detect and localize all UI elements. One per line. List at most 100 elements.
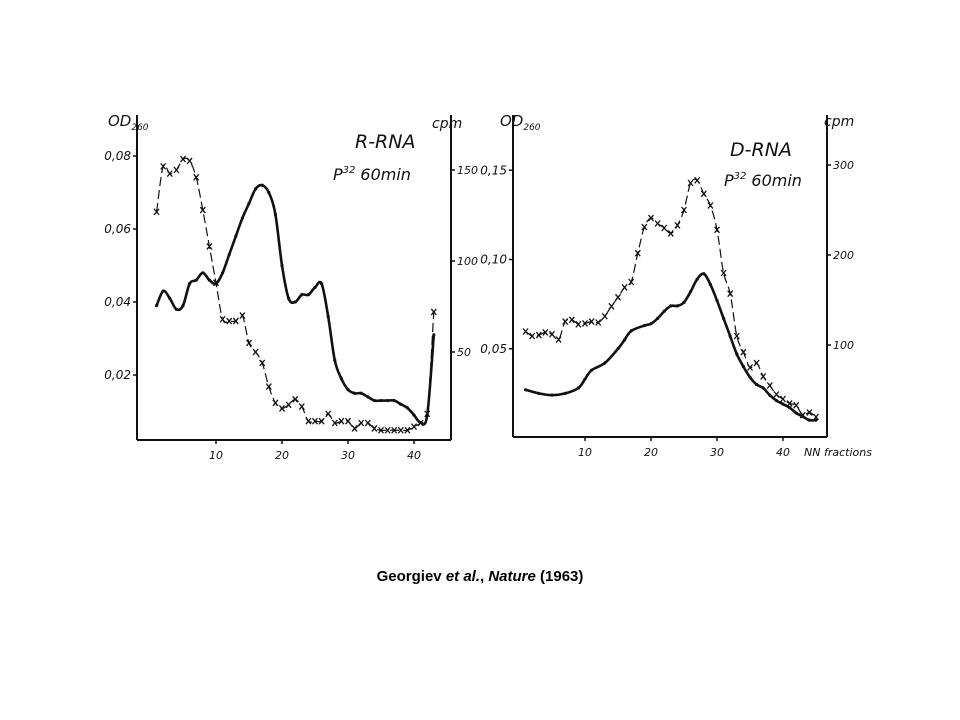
chart-title: D-RNA (730, 139, 792, 161)
chart-panel-r-rna: 10 20 30 40 0,02 0,04 0,06 0,08 50 100 150 OD260 cpm… (104, 112, 478, 462)
x-marker-stroke (417, 419, 424, 427)
cpm-data-point-x-marker (411, 423, 417, 431)
cpm-data-point-x-marker (588, 318, 595, 326)
x-marker-stroke (391, 426, 398, 434)
x-marker-stroke (318, 417, 325, 425)
x-marker-stroke (700, 190, 707, 198)
chart-subtitle-superscript: 32 (734, 171, 747, 182)
cpm-data-point-x-marker (279, 405, 285, 412)
od-data-point (194, 278, 198, 282)
x-marker-stroke (535, 331, 542, 339)
chart-subtitle: P32 60min (724, 171, 802, 190)
x-marker-stroke (265, 383, 272, 390)
x-tick-label: 10 (578, 446, 592, 459)
x-tick-label: 40 (776, 446, 790, 459)
x-marker-stroke (232, 317, 239, 325)
x-marker-stroke (298, 403, 305, 411)
cpm-data-point-x-marker (331, 419, 338, 427)
chart-subtitle-superscript: 32 (343, 165, 356, 176)
od-data-point (320, 282, 324, 286)
od-data-point (629, 329, 633, 333)
cpm-data-point-x-marker (773, 391, 780, 398)
od-data-point (623, 338, 627, 342)
x-marker-stroke (173, 166, 180, 174)
od-data-point (616, 347, 620, 351)
left-y-tick-label: 0,02 (104, 368, 131, 382)
x-marker-stroke (747, 364, 753, 371)
od-data-point (339, 377, 343, 381)
od-data-point (761, 386, 765, 390)
cpm-data-point-x-marker (549, 330, 555, 338)
od-data-point (748, 375, 752, 379)
cpm-data-point-x-marker (707, 202, 714, 209)
x-marker-stroke (285, 401, 292, 409)
x-marker-stroke (404, 426, 411, 434)
cpm-data-point-x-marker (582, 319, 588, 327)
x-marker-stroke (621, 283, 628, 291)
cpm-data-point-x-marker (391, 426, 398, 434)
cpm-data-point-x-marker (153, 208, 160, 216)
od-data-point (168, 296, 172, 300)
cpm-data-point-x-marker (720, 269, 727, 277)
cpm-data-point-x-marker (351, 425, 358, 432)
cpm-data-point-x-marker (298, 403, 305, 411)
x-marker-stroke (681, 206, 687, 214)
x-marker-stroke (582, 319, 588, 327)
x-marker-stroke (522, 328, 529, 335)
x-marker-stroke (760, 373, 767, 380)
series-line-cpm (525, 178, 817, 418)
x-tick-label: 10 (209, 449, 223, 462)
od-data-point (273, 212, 277, 216)
od-data-point (774, 398, 779, 403)
od-data-point (741, 365, 746, 369)
chart-title: R-RNA (355, 131, 415, 153)
left-axis-label-subscript: 260 (131, 123, 148, 133)
cpm-data-point-x-marker (160, 162, 167, 170)
cpm-data-point-x-marker (601, 312, 608, 320)
cpm-data-point-x-marker (793, 401, 800, 409)
x-marker-stroke (806, 409, 813, 416)
x-marker-stroke (661, 224, 668, 232)
chart-subtitle: P32 60min (333, 165, 411, 184)
cpm-data-point-x-marker (206, 243, 213, 250)
x-marker-stroke (549, 330, 555, 338)
od-data-point (188, 282, 192, 286)
x-tick-label: 20 (644, 446, 658, 459)
caption-authors: Georgiev (376, 568, 442, 585)
left-y-tick-label: 0,15 (480, 163, 507, 177)
left-axis-label-subscript: 260 (523, 123, 540, 133)
od-data-point (788, 406, 792, 410)
cpm-data-point-x-marker (259, 359, 266, 367)
x-marker-stroke (364, 419, 371, 427)
x-marker-stroke (615, 293, 621, 301)
cpm-data-point-x-marker (522, 328, 529, 335)
caption-journal: Nature (488, 568, 536, 585)
cpm-data-point-x-marker (681, 206, 687, 214)
cpm-data-point-x-marker (628, 278, 635, 286)
x-marker-stroke (279, 405, 285, 412)
cpm-data-point-x-marker (562, 318, 569, 326)
od-data-point (399, 402, 403, 406)
left-y-tick-label: 0,08 (104, 149, 131, 163)
od-data-point (576, 386, 581, 390)
cpm-data-point-x-marker (542, 328, 549, 336)
cpm-data-point-x-marker (265, 383, 272, 390)
x-marker-stroke (338, 417, 345, 425)
cpm-data-point-x-marker (641, 223, 648, 231)
cpm-data-point-x-marker (694, 176, 701, 184)
od-data-point (735, 352, 739, 356)
cpm-data-point-x-marker (378, 426, 384, 434)
right-y-tick-label: 50 (457, 346, 471, 359)
cpm-data-point-x-marker (371, 425, 378, 432)
x-marker-stroke (193, 173, 200, 181)
series-line-cpm (156, 157, 435, 432)
cpm-data-point-x-marker (595, 319, 602, 326)
od-data-point (260, 183, 264, 187)
caption-year: (1963) (540, 568, 584, 585)
cpm-data-point-x-marker (766, 382, 773, 389)
x-marker-stroke (641, 223, 648, 231)
x-marker-stroke (595, 319, 602, 326)
cpm-data-point-x-marker (232, 317, 239, 325)
x-marker-stroke (292, 395, 299, 403)
